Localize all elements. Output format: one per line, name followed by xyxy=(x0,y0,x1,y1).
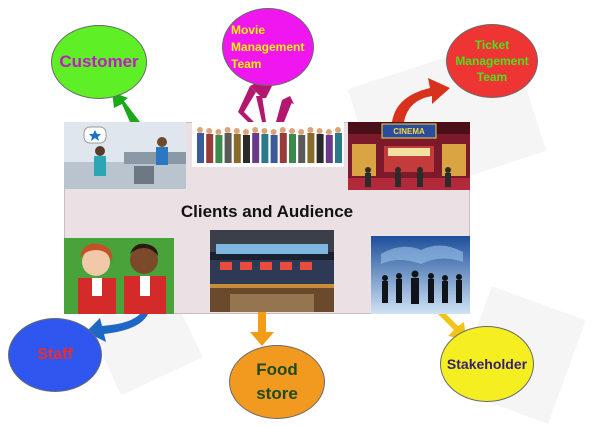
crowd-person-head xyxy=(224,127,231,133)
crowd-person-head xyxy=(335,127,341,133)
staff-node: Staff xyxy=(8,318,102,392)
ticket-arrow xyxy=(392,78,450,122)
staff-arrow xyxy=(86,314,148,342)
concession-stand-photo xyxy=(210,230,334,312)
concession-image xyxy=(210,230,334,312)
crowd-person-head xyxy=(270,129,277,135)
cinema-image: CINEMA xyxy=(348,122,470,190)
center-title: Clients and Audience xyxy=(180,202,354,221)
crowd-person-body xyxy=(215,135,223,163)
crowd-person-body xyxy=(270,135,278,163)
customer-arrow xyxy=(112,92,140,122)
food-store-label: Food store xyxy=(256,360,298,403)
staff-image xyxy=(64,238,174,314)
crowd-person-body xyxy=(307,133,315,163)
customer-label: Customer xyxy=(59,52,139,71)
stakeholder-label: Stakeholder xyxy=(446,356,528,372)
staff-uniform-illustration xyxy=(64,238,174,314)
crowd-person-head xyxy=(215,129,222,135)
crowd-person-body xyxy=(325,135,333,163)
crowd-person-body xyxy=(224,133,232,163)
movie-management-node: Movie Management Team xyxy=(222,8,314,86)
svg-text:CINEMA: CINEMA xyxy=(393,127,425,136)
crowd-person-head xyxy=(289,128,295,134)
customer-node: Customer xyxy=(51,25,147,99)
crowd-of-people-illustration xyxy=(192,122,344,167)
stakeholder-node: Stakeholder xyxy=(440,326,534,402)
crowd-person-head xyxy=(298,129,305,135)
crowd-person-body xyxy=(289,134,296,163)
crowd-person-body xyxy=(243,135,250,163)
ticket-management-node: Ticket Management Team xyxy=(446,24,538,98)
crowd-person-body xyxy=(316,134,324,163)
crowd-person-body xyxy=(335,133,342,163)
crowd-person-head xyxy=(307,127,314,133)
crowd-person-head xyxy=(197,127,203,133)
cinema-storefront-illustration: CINEMA xyxy=(348,122,470,190)
service-counter-image xyxy=(64,122,186,189)
staff-label: Staff xyxy=(37,346,73,363)
crowd-person-head xyxy=(243,129,249,135)
crowd-person-head xyxy=(206,128,213,134)
food-store-node: Food store xyxy=(229,345,325,419)
crowd-person-body xyxy=(206,134,214,163)
crowd-person-head xyxy=(252,127,259,133)
crowd-person-head xyxy=(233,128,240,134)
crowd-person-body xyxy=(261,134,269,163)
crowd-person-head xyxy=(261,128,268,134)
crowd-person-body xyxy=(197,133,204,163)
business-image xyxy=(371,236,470,314)
crowd-person-head xyxy=(279,127,286,133)
crowd-image xyxy=(192,122,344,167)
business-silhouettes-photo xyxy=(371,236,470,314)
crowd-person-body xyxy=(233,134,241,163)
movie-management-label: Movie Management Team xyxy=(231,22,305,71)
crowd-person-body xyxy=(279,133,287,163)
crowd-person-body xyxy=(298,135,306,163)
crowd-person-head xyxy=(316,128,323,134)
crowd-person-head xyxy=(325,129,332,135)
service-counter-illustration xyxy=(64,122,186,189)
food-arrow xyxy=(250,312,274,346)
ticket-management-label: Ticket Management Team xyxy=(455,38,529,84)
crowd-person-body xyxy=(252,133,260,163)
movie-arrow xyxy=(238,80,294,122)
